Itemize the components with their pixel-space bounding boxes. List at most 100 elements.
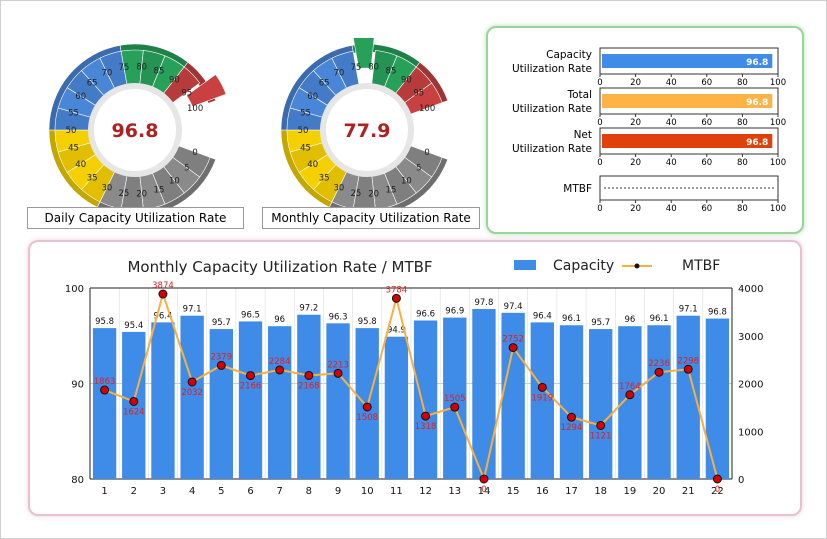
- x-tick-label: 8: [306, 486, 312, 497]
- gauge-tick-label: 55: [68, 108, 79, 118]
- mtbf-point: [683, 364, 693, 374]
- capacity-value-label: 96.1: [562, 314, 581, 324]
- mtbf-point: [596, 420, 606, 430]
- capacity-value-label: 96.4: [153, 311, 172, 321]
- bar-category-label: Net: [574, 129, 592, 141]
- mtbf-value-label: 1294: [561, 423, 583, 433]
- capacity-bar: [472, 309, 496, 479]
- capacity-bar: [676, 315, 700, 479]
- gauge-tick-label: 65: [319, 78, 330, 88]
- x-tick-label: 5: [218, 486, 224, 497]
- gauge-tick-label: 10: [401, 176, 412, 186]
- x-tick-label: 100: [770, 118, 786, 128]
- gauge-segment-75-80: [353, 38, 375, 70]
- x-tick-label: 20: [630, 78, 641, 88]
- x-tick-label: 20: [630, 204, 641, 214]
- gauge-tick-label: 70: [334, 68, 345, 78]
- gauge-center: [323, 86, 411, 174]
- gauge-tick-label: 15: [154, 185, 165, 195]
- capacity-bar: [326, 323, 350, 479]
- capacity-value-label: 96.9: [445, 307, 464, 317]
- x-tick-label: 11: [390, 486, 403, 497]
- gauge-tick-label: 100: [419, 104, 435, 114]
- gauge-tick-label: 25: [118, 189, 129, 199]
- x-tick-label: 21: [682, 486, 695, 497]
- bar-3: [602, 134, 773, 148]
- bar-value-label: 96.8: [746, 138, 768, 148]
- mtbf-value-label: 0: [481, 485, 486, 495]
- bar-value-label: 96.8: [746, 58, 768, 68]
- x-tick-label: 100: [770, 78, 786, 88]
- x-tick-label: 20: [630, 118, 641, 128]
- mtbf-point: [129, 396, 139, 406]
- x-tick-label: 60: [701, 78, 712, 88]
- mtbf-value-label: 2298: [677, 356, 699, 366]
- monthly-combo-panel: Monthly Capacity Utilization Rate / MTBF…: [28, 240, 802, 516]
- mtbf-value-label: 2379: [210, 352, 232, 362]
- gauge-tick-label: 0: [192, 148, 197, 158]
- x-tick-label: 0: [597, 204, 602, 214]
- mtbf-value-label: 1505: [444, 394, 466, 404]
- mtbf-point: [100, 385, 110, 395]
- capacity-bar: [384, 336, 409, 479]
- y-left-tick-label: 100: [65, 284, 84, 295]
- capacity-value-label: 97.1: [679, 305, 698, 315]
- capacity-value-label: 96: [624, 315, 635, 325]
- mtbf-value-label: 1121: [590, 431, 612, 441]
- gauge-tick-label: 45: [68, 144, 79, 154]
- x-tick-label: 2: [131, 486, 137, 497]
- capacity-bar: [589, 329, 613, 479]
- mtbf-point: [479, 474, 489, 484]
- y-right-tick-label: 0: [738, 475, 744, 486]
- x-tick-label: 80: [737, 204, 748, 214]
- x-tick-label: 15: [507, 486, 520, 497]
- mtbf-point: [187, 377, 197, 387]
- mtbf-value-label: 1624: [123, 407, 145, 417]
- x-tick-label: 60: [701, 118, 712, 128]
- y-right-tick-label: 4000: [738, 284, 763, 295]
- x-tick-label: 12: [419, 486, 432, 497]
- x-tick-label: 80: [737, 158, 748, 168]
- gauge-tick-label: 10: [169, 176, 180, 186]
- gauge-tick-label: 60: [307, 92, 318, 102]
- x-tick-label: 3: [160, 486, 166, 497]
- gauge-tick-label: 80: [368, 62, 379, 72]
- x-tick-label: 60: [701, 204, 712, 214]
- x-tick-label: 100: [770, 204, 786, 214]
- bar-category-label: Utilization Rate: [512, 143, 592, 155]
- gauge-tick-label: 90: [401, 76, 412, 86]
- y-left-tick-label: 80: [71, 475, 84, 486]
- capacity-value-label: 97.1: [183, 305, 202, 315]
- mtbf-line: [104, 290, 719, 483]
- capacity-bar: [705, 318, 730, 479]
- mtbf-point: [362, 402, 372, 412]
- gauge-tick-label: 0: [424, 148, 429, 158]
- gauge-tick-label: 30: [334, 184, 345, 194]
- gauge-tick-label: 60: [75, 92, 86, 102]
- mtbf-value-label: 1863: [94, 377, 116, 387]
- gauge-inner-ring: [320, 83, 414, 177]
- mtbf-value-label: 3784: [386, 285, 408, 295]
- x-tick-label: 7: [276, 486, 282, 497]
- x-tick-label: 14: [478, 486, 491, 497]
- gauge-tick-label: 55: [300, 108, 311, 118]
- gauge-tick-label: 40: [307, 160, 318, 170]
- bar-category-label: Total: [566, 89, 592, 101]
- mtbf-point: [304, 370, 314, 380]
- mtbf-point: [216, 360, 226, 370]
- legend-mtbf-label: MTBF: [682, 258, 720, 274]
- mtbf-value-label: 1764: [619, 382, 641, 392]
- capacity-value-label: 96: [274, 315, 285, 325]
- x-tick-label: 17: [565, 486, 578, 497]
- gauge-tick-label: 70: [102, 68, 113, 78]
- gauge-tick-label: 50: [298, 126, 309, 136]
- x-tick-label: 40: [666, 78, 677, 88]
- gauge-tick-label: 35: [87, 174, 98, 184]
- x-tick-label: 6: [247, 486, 253, 497]
- capacity-value-label: 95.8: [95, 317, 114, 327]
- mtbf-value-label: 2168: [298, 381, 320, 391]
- mtbf-point: [246, 371, 255, 381]
- bar-category-label: Utilization Rate: [512, 103, 592, 115]
- gauge-tick-label: 65: [87, 78, 98, 88]
- x-tick-label: 18: [594, 486, 607, 497]
